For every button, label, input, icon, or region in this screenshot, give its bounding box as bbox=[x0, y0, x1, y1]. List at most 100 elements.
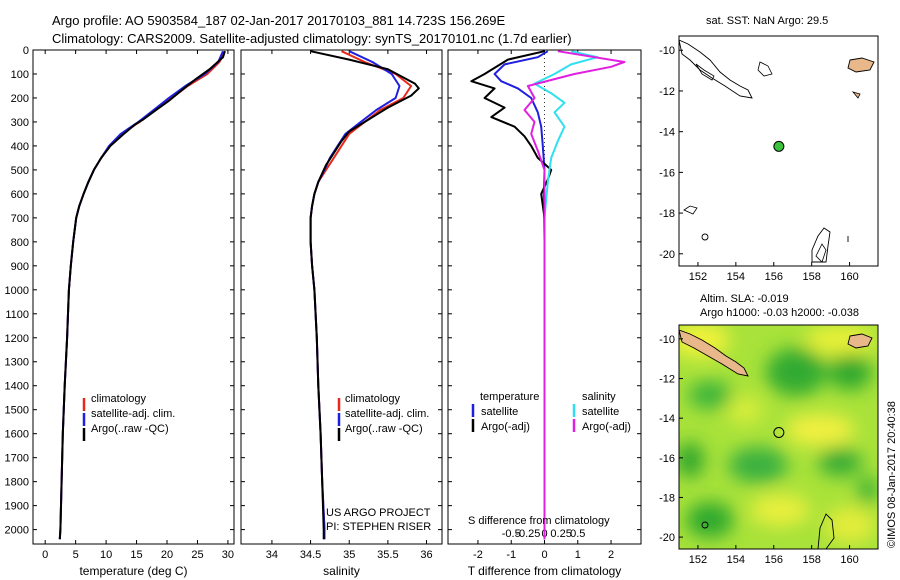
map-x-tick-label: 154 bbox=[727, 271, 745, 283]
depth-tick-label: 2000 bbox=[5, 525, 29, 537]
legend-label-satellite: satellite-adj. clim. bbox=[91, 408, 175, 420]
s-tick-label: 0.25 bbox=[550, 528, 571, 540]
map-x-tick-label: 154 bbox=[727, 554, 745, 566]
depth-tick-label: 400 bbox=[11, 141, 29, 153]
legend-label-climatology: climatology bbox=[91, 393, 147, 405]
legend-label-s-argo: Argo(-adj) bbox=[582, 421, 631, 433]
map-y-tick-label: -14 bbox=[659, 413, 675, 425]
project-label: US ARGO PROJECT bbox=[326, 507, 431, 519]
x-axis-label: T difference from climatology bbox=[468, 564, 622, 578]
depth-tick-label: 500 bbox=[11, 165, 29, 177]
depth-tick-label: 1900 bbox=[5, 501, 29, 513]
series-line bbox=[493, 50, 549, 540]
series-line bbox=[58, 50, 224, 540]
header-line-1: Argo profile: AO 5903584_187 02-Jan-2017… bbox=[52, 13, 506, 28]
x-tick-label: 25 bbox=[191, 549, 203, 561]
series-line bbox=[58, 50, 226, 540]
float-position-marker bbox=[773, 140, 785, 152]
profile-legend-sal: climatology satellite-adj. clim. Argo(..… bbox=[337, 393, 429, 441]
depth-tick-label: 900 bbox=[11, 261, 29, 273]
map-y-tick-label: -10 bbox=[659, 334, 675, 346]
series-line bbox=[58, 50, 226, 540]
map-x-tick-label: 158 bbox=[802, 271, 820, 283]
land-island bbox=[847, 57, 875, 73]
map-top-coast bbox=[679, 39, 875, 263]
depth-tick-label: 1700 bbox=[5, 453, 29, 465]
sst-title: sat. SST: NaN Argo: 29.5 bbox=[706, 15, 828, 27]
difference-legend: temperature satellite Argo(-adj) salinit… bbox=[471, 391, 631, 433]
reef-outline bbox=[811, 227, 831, 263]
map-x-tick-label: 160 bbox=[840, 271, 858, 283]
legend-label-climatology: climatology bbox=[345, 393, 401, 405]
map-y-tick-label: -12 bbox=[659, 374, 675, 386]
depth-tick-label: 1100 bbox=[5, 309, 29, 321]
legend-label-argo: Argo(..raw -QC) bbox=[345, 423, 423, 435]
sla-title: Altim. SLA: -0.019 bbox=[700, 293, 789, 305]
plot-frame bbox=[32, 49, 235, 545]
map-y-tick-label: -14 bbox=[659, 127, 675, 139]
x-tick-label: 5 bbox=[73, 549, 79, 561]
height-title: Argo h1000: -0.03 h2000: -0.038 bbox=[700, 307, 859, 319]
depth-tick-label: 300 bbox=[11, 117, 29, 129]
map-y-tick-label: -16 bbox=[659, 453, 675, 465]
coastline-solomons bbox=[679, 39, 753, 99]
legend-temp-title: temperature bbox=[480, 391, 539, 403]
profile-legend-temp: climatology satellite-adj. clim. Argo(..… bbox=[82, 393, 175, 441]
map-x-tick-label: 160 bbox=[840, 554, 858, 566]
series-line bbox=[523, 50, 626, 540]
credit-label: ©IMOS 08-Jan-2017 20:40:38 bbox=[886, 401, 898, 548]
difference-panel: -2 -1 0 1 2 T difference from climatology -0.5… bbox=[447, 49, 642, 578]
land-solomons bbox=[679, 329, 749, 377]
s-tick-label: -0.25 bbox=[515, 528, 540, 540]
temperature-panel: 0100200300400500600700800900100011001200… bbox=[5, 45, 235, 578]
depth-tick-label: 1300 bbox=[5, 357, 29, 369]
legend-label-satellite: satellite-adj. clim. bbox=[345, 408, 429, 420]
header-line-2: Climatology: CARS2009. Satellite-adjuste… bbox=[52, 31, 572, 46]
land-islet bbox=[851, 91, 861, 99]
x-tick-label: 36 bbox=[420, 549, 432, 561]
s-tick-label: 0.5 bbox=[570, 528, 585, 540]
map-x-tick-label: 152 bbox=[689, 271, 707, 283]
x-axis-label: temperature (deg C) bbox=[79, 564, 187, 578]
depth-tick-label: 1500 bbox=[5, 405, 29, 417]
coastline-islet bbox=[757, 61, 773, 77]
reef-circle bbox=[701, 233, 709, 241]
coastline-islet bbox=[695, 63, 715, 81]
series-line bbox=[309, 50, 401, 540]
coastline-islet bbox=[683, 205, 698, 215]
reef-inner bbox=[815, 243, 827, 263]
legend-label-argo: Argo(..raw -QC) bbox=[91, 423, 169, 435]
sla-field bbox=[679, 325, 878, 549]
map-y-tick-label: -12 bbox=[659, 86, 675, 98]
map-y-tick-label: -18 bbox=[659, 492, 675, 504]
map-x-tick-label: 152 bbox=[689, 554, 707, 566]
depth-tick-label: 800 bbox=[11, 237, 29, 249]
x-tick-label: 0 bbox=[541, 549, 547, 561]
legend-label-s-satellite: satellite bbox=[582, 406, 619, 418]
legend-label-t-argo: Argo(-adj) bbox=[481, 421, 530, 433]
reef-circle bbox=[701, 521, 709, 529]
map-x-tick-label: 156 bbox=[765, 554, 783, 566]
depth-tick-label: 200 bbox=[11, 93, 29, 105]
depth-tick-label: 1600 bbox=[5, 429, 29, 441]
x-axis-label: salinity bbox=[323, 564, 360, 578]
x-tick-label: -2 bbox=[473, 549, 483, 561]
depth-tick-label: 1800 bbox=[5, 477, 29, 489]
float-position-ring bbox=[773, 427, 785, 439]
map-bottom: 152 154 156 158 160 -10 -12 -14 -16 -18 -20 bbox=[659, 324, 879, 566]
map-top-axes: 152 154 156 158 160 -10 -12 -14 -16 -18 -20 bbox=[659, 45, 859, 283]
map-x-tick-label: 156 bbox=[765, 271, 783, 283]
x-tick-label: 30 bbox=[222, 549, 234, 561]
sla-blobs bbox=[679, 325, 878, 543]
map-top: 152 154 156 158 160 -10 -12 -14 -16 -18 -20 bbox=[659, 35, 879, 283]
map-y-tick-label: -18 bbox=[659, 208, 675, 220]
map-y-tick-label: -16 bbox=[659, 167, 675, 179]
land-island bbox=[847, 333, 873, 349]
s-difference-label: S difference from climatology bbox=[468, 515, 610, 527]
x-tick-label: 10 bbox=[100, 549, 112, 561]
x-tick-label: -1 bbox=[506, 549, 516, 561]
plot-frame bbox=[240, 49, 443, 545]
x-tick-label: 2 bbox=[608, 549, 614, 561]
x-tick-label: 35 bbox=[343, 549, 355, 561]
